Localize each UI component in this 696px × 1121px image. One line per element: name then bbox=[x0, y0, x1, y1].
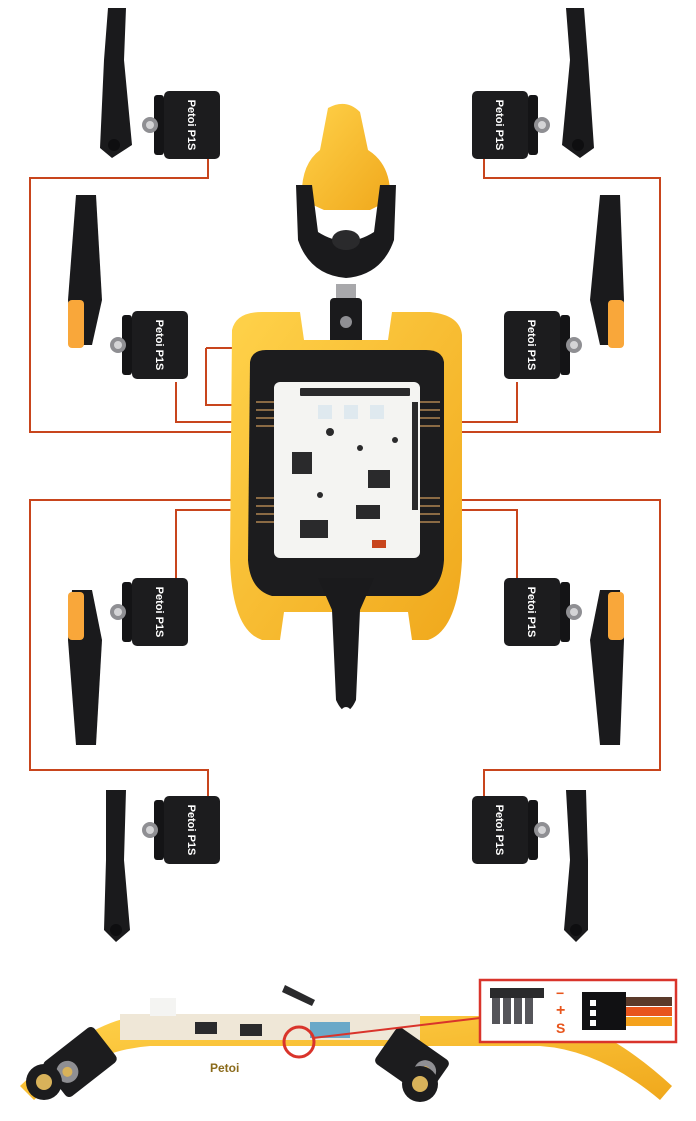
servo-hip-left: Petoi P1S bbox=[110, 578, 188, 646]
servo-label: Petoi P1S bbox=[153, 587, 165, 638]
servo-hip-right: Petoi P1S bbox=[504, 578, 582, 646]
servo-label: Petoi P1S bbox=[185, 805, 197, 856]
servo-upper-right: Petoi P1S bbox=[472, 91, 550, 159]
servo-label: Petoi P1S bbox=[525, 320, 537, 371]
servo-lower-left: Petoi P1S bbox=[142, 796, 220, 864]
pin-label-minus: − bbox=[556, 985, 564, 1001]
side-foot-left bbox=[26, 1064, 62, 1100]
lower-right-arm bbox=[564, 790, 588, 942]
connector-highlight-circle bbox=[282, 1025, 316, 1059]
wire-upper-right-outer bbox=[434, 150, 661, 433]
lower-right-leg-link bbox=[590, 590, 624, 745]
upper-left-arm bbox=[100, 8, 132, 158]
servo-label: Petoi P1S bbox=[493, 805, 505, 856]
servo-label: Petoi P1S bbox=[525, 587, 537, 638]
pin-headers bbox=[256, 401, 440, 523]
control-board bbox=[274, 382, 420, 558]
wire-lower-left-outer bbox=[29, 499, 262, 800]
servo-label: Petoi P1S bbox=[493, 100, 505, 151]
pin-label-plus: + bbox=[556, 1002, 565, 1019]
upper-right-arm bbox=[562, 8, 594, 158]
connector-callout: − + S bbox=[282, 978, 678, 1059]
tail bbox=[318, 578, 374, 717]
side-view-assembly: Petoi bbox=[20, 985, 672, 1102]
petoi-brand-text: Petoi bbox=[210, 1061, 239, 1075]
lower-left-arm bbox=[104, 790, 130, 942]
callout-pin-header bbox=[490, 988, 544, 1024]
servo-cable-plug bbox=[582, 992, 672, 1030]
servo-label: Petoi P1S bbox=[153, 320, 165, 371]
wire-upper-left-outer bbox=[29, 150, 262, 433]
wire-lower-right-outer bbox=[434, 499, 661, 800]
pin-label-signal: S bbox=[556, 1020, 565, 1036]
side-foot-right bbox=[402, 1066, 438, 1102]
servo-shoulder-left: Petoi P1S bbox=[110, 311, 188, 379]
servo-lower-right: Petoi P1S bbox=[472, 796, 550, 864]
upper-right-leg-link bbox=[590, 195, 624, 348]
servo-shoulder-right: Petoi P1S bbox=[504, 311, 582, 379]
upper-left-leg-link bbox=[68, 195, 102, 348]
servo-label: Petoi P1S bbox=[185, 100, 197, 151]
robot-head bbox=[296, 103, 396, 278]
lower-left-leg-link bbox=[68, 590, 102, 745]
servo-upper-left: Petoi P1S bbox=[142, 91, 220, 159]
